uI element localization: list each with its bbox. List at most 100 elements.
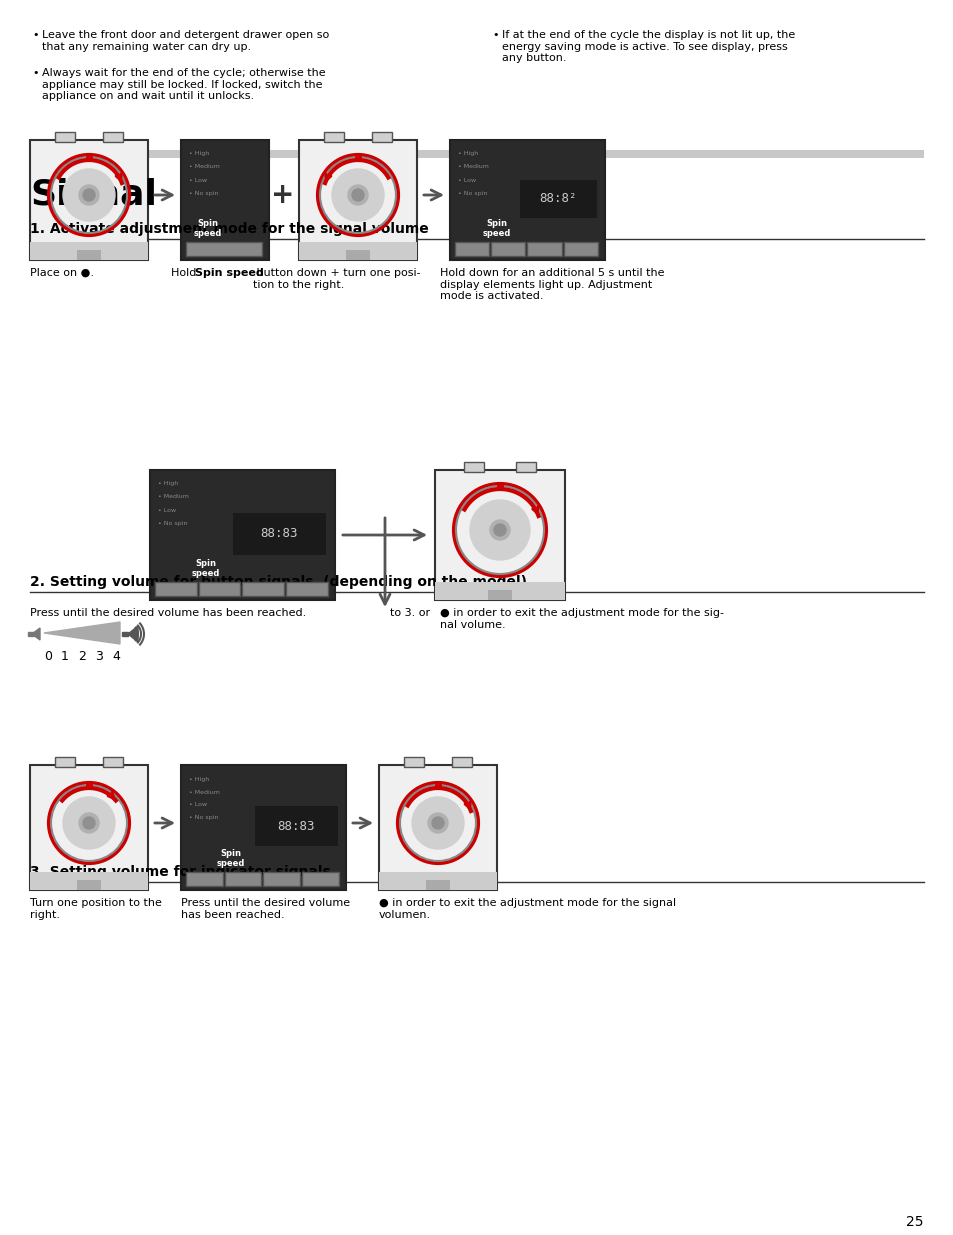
- Bar: [463, 462, 483, 472]
- Text: speed: speed: [193, 228, 221, 238]
- Circle shape: [494, 524, 505, 536]
- Bar: [491, 242, 525, 256]
- Text: 3. Setting volume for indicator signals: 3. Setting volume for indicator signals: [30, 864, 331, 879]
- Bar: [298, 242, 416, 261]
- Text: 3: 3: [95, 650, 103, 663]
- Text: • Medium: • Medium: [189, 164, 219, 169]
- Circle shape: [332, 169, 384, 221]
- Bar: [527, 242, 561, 256]
- Bar: [286, 582, 328, 597]
- Text: 1: 1: [61, 650, 69, 663]
- Text: • High: • High: [158, 482, 178, 487]
- Text: Always wait for the end of the cycle; otherwise the
appliance may still be locke: Always wait for the end of the cycle; ot…: [42, 68, 325, 101]
- Bar: [103, 132, 123, 142]
- Text: •: •: [32, 68, 38, 78]
- Bar: [181, 764, 346, 890]
- Circle shape: [432, 818, 443, 829]
- Text: Press until the desired volume has been reached.: Press until the desired volume has been …: [30, 608, 306, 618]
- Text: •: •: [492, 30, 498, 40]
- Circle shape: [470, 500, 530, 559]
- Bar: [77, 249, 101, 261]
- Text: ● in order to exit the adjustment mode for the signal
volumen.: ● in order to exit the adjustment mode f…: [378, 898, 676, 920]
- Bar: [378, 872, 497, 890]
- Bar: [198, 582, 240, 597]
- Bar: [263, 872, 300, 885]
- Text: 2: 2: [78, 650, 86, 663]
- Text: speed: speed: [216, 860, 244, 868]
- Bar: [30, 140, 148, 261]
- Polygon shape: [32, 629, 40, 640]
- Text: speed: speed: [482, 228, 510, 238]
- Text: • Low: • Low: [158, 508, 176, 513]
- Text: Hold: Hold: [171, 268, 200, 278]
- Circle shape: [63, 169, 115, 221]
- Bar: [435, 471, 564, 600]
- Text: 4: 4: [112, 650, 120, 663]
- Text: • No spin: • No spin: [189, 190, 218, 195]
- Bar: [30, 242, 148, 261]
- Bar: [298, 140, 416, 261]
- Text: 0: 0: [44, 650, 52, 663]
- Circle shape: [79, 813, 99, 832]
- Text: Press until the desired volume
has been reached.: Press until the desired volume has been …: [181, 898, 350, 920]
- Text: If at the end of the cycle the display is not lit up, the
energy saving mode is : If at the end of the cycle the display i…: [501, 30, 795, 63]
- Bar: [488, 590, 512, 600]
- Text: Turn one position to the
right.: Turn one position to the right.: [30, 898, 162, 920]
- Circle shape: [352, 189, 364, 201]
- Polygon shape: [128, 626, 138, 642]
- Text: • Medium: • Medium: [158, 494, 189, 499]
- Text: • Low: • Low: [457, 178, 476, 183]
- Text: 2. Setting volume for button signals  (depending on the model): 2. Setting volume for button signals (de…: [30, 576, 526, 589]
- Bar: [404, 757, 424, 767]
- Bar: [346, 249, 370, 261]
- Circle shape: [63, 797, 115, 848]
- Bar: [378, 764, 497, 890]
- Text: • Medium: • Medium: [457, 164, 488, 169]
- Bar: [30, 764, 148, 890]
- Text: to 3. or: to 3. or: [390, 608, 430, 618]
- Bar: [181, 140, 269, 261]
- Bar: [150, 471, 335, 600]
- Text: +: +: [271, 182, 294, 209]
- Bar: [455, 242, 489, 256]
- Bar: [77, 881, 101, 890]
- Bar: [122, 632, 128, 636]
- Text: 1. Activate adjustment mode for the signal volume: 1. Activate adjustment mode for the sign…: [30, 222, 428, 236]
- Text: Leave the front door and detergent drawer open so
that any remaining water can d: Leave the front door and detergent drawe…: [42, 30, 329, 52]
- Bar: [255, 806, 337, 846]
- Circle shape: [412, 797, 463, 848]
- Circle shape: [348, 185, 368, 205]
- Text: • High: • High: [189, 152, 209, 157]
- Text: speed: speed: [192, 569, 219, 578]
- Bar: [30, 872, 148, 890]
- Bar: [324, 132, 344, 142]
- Text: Spin: Spin: [196, 219, 217, 228]
- Text: Place on ●.: Place on ●.: [30, 268, 94, 278]
- Text: 25: 25: [905, 1215, 923, 1229]
- Text: 88:83: 88:83: [260, 527, 298, 540]
- Text: Hold down for an additional 5 s until the
display elements light up. Adjustment
: Hold down for an additional 5 s until th…: [439, 268, 664, 301]
- Bar: [450, 140, 604, 261]
- Bar: [154, 582, 196, 597]
- Text: • No spin: • No spin: [189, 815, 218, 820]
- Text: •: •: [32, 30, 38, 40]
- Bar: [242, 582, 284, 597]
- Text: • Low: • Low: [189, 803, 207, 808]
- Text: • High: • High: [457, 152, 477, 157]
- Bar: [103, 757, 123, 767]
- Text: • No spin: • No spin: [457, 190, 487, 195]
- Circle shape: [83, 818, 95, 829]
- Bar: [519, 179, 597, 219]
- Bar: [426, 881, 450, 890]
- Bar: [435, 582, 564, 600]
- Bar: [302, 872, 338, 885]
- Bar: [563, 242, 598, 256]
- Bar: [225, 872, 261, 885]
- Bar: [516, 462, 536, 472]
- Bar: [186, 872, 222, 885]
- Circle shape: [83, 189, 95, 201]
- Text: • No spin: • No spin: [158, 520, 187, 526]
- Text: Spin: Spin: [485, 219, 506, 228]
- Bar: [186, 242, 262, 256]
- Text: • High: • High: [189, 777, 209, 782]
